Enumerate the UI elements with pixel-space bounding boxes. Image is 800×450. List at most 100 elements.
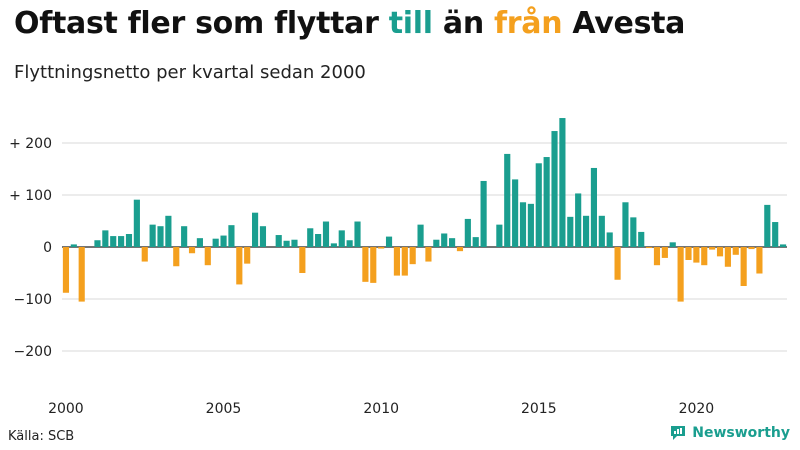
bar-2010-k4 — [401, 247, 408, 276]
chart-title: Oftast fler som flyttar till än från Ave… — [14, 6, 685, 41]
bar-2000-k1 — [62, 247, 70, 293]
bar-2012-k3 — [456, 247, 464, 252]
bar-2001-k1 — [94, 240, 101, 247]
bar-2004-k2 — [196, 238, 203, 247]
bar-2012-k1 — [441, 233, 448, 247]
bar-2015-k4 — [559, 118, 566, 247]
bar-2004-k1 — [188, 247, 196, 254]
bar-2021-k2 — [732, 247, 739, 255]
newsworthy-icon — [671, 426, 686, 440]
bar-2003-k3 — [173, 247, 180, 267]
bar-2020-k2 — [701, 247, 708, 266]
bar-2008-k2 — [322, 221, 330, 247]
bar-2014-k3 — [519, 202, 527, 247]
x-tick-label: 2015 — [521, 401, 557, 417]
bar-2018-k2 — [638, 231, 645, 247]
bar-2012-k2 — [449, 238, 456, 247]
newsworthy-logo[interactable]: Newsworthy — [669, 424, 790, 442]
bar-2008-k1 — [315, 234, 322, 247]
x-tick-label: 2020 — [679, 401, 715, 417]
bar-2017-k4 — [622, 202, 629, 247]
x-tick-label: 2000 — [48, 401, 84, 417]
bar-2005-k4 — [244, 247, 251, 264]
bar-2003-k4 — [181, 226, 188, 247]
bar-2018-k4 — [653, 247, 661, 266]
bar-2016-k4 — [590, 167, 598, 247]
y-tick-label: −100 — [14, 292, 52, 308]
bar-2004-k4 — [212, 238, 219, 247]
bar-2022-k2 — [764, 204, 771, 247]
title-pos-word: till — [388, 6, 433, 41]
bar-2022-k4 — [779, 244, 787, 247]
title-part1: Oftast fler som flyttar — [14, 6, 389, 41]
bar-2016-k3 — [582, 215, 590, 247]
bar-2018-k1 — [630, 217, 637, 247]
bar-2011-k2 — [417, 224, 424, 247]
y-tick-label: 0 — [43, 240, 52, 256]
bar-2018-k3 — [646, 247, 653, 249]
y-tick-label: + 200 — [9, 136, 52, 152]
bar-2015-k2 — [543, 157, 550, 247]
bars — [62, 118, 787, 302]
bar-2007-k4 — [307, 228, 314, 247]
bar-2009-k4 — [370, 247, 377, 283]
bar-2019-k3 — [677, 247, 684, 302]
bar-2005-k2 — [228, 225, 235, 247]
bar-2015-k1 — [535, 163, 542, 247]
bar-2016-k1 — [567, 216, 574, 247]
bar-2003-k1 — [157, 226, 164, 247]
x-tick-label: 2010 — [363, 401, 399, 417]
bar-2013-k1 — [472, 237, 479, 247]
bar-2013-k4 — [496, 224, 503, 247]
bar-2014-k4 — [527, 203, 534, 247]
bar-2000-k2 — [70, 244, 77, 247]
source-note: Källa: SCB — [8, 429, 75, 444]
title-neg-word: från — [494, 6, 563, 41]
bar-2010-k1 — [378, 247, 385, 249]
bar-2006-k2 — [259, 226, 267, 247]
title-part2: än — [432, 6, 495, 41]
bar-2010-k3 — [393, 247, 400, 276]
bar-2008-k4 — [338, 230, 345, 247]
bar-2008-k3 — [330, 243, 337, 247]
bar-2002-k1 — [125, 234, 133, 247]
bar-2021-k1 — [724, 247, 731, 267]
bar-2009-k2 — [354, 221, 361, 247]
bar-2011-k3 — [425, 247, 432, 262]
bar-2007-k1 — [283, 240, 290, 247]
bar-2002-k2 — [133, 199, 140, 247]
bar-2015-k3 — [551, 131, 558, 247]
bar-2005-k1 — [220, 235, 227, 247]
bar-2006-k1 — [252, 212, 259, 247]
bar-2007-k2 — [291, 239, 298, 247]
bar-2013-k2 — [480, 180, 487, 247]
bar-2022-k1 — [756, 247, 763, 274]
bar-2014-k1 — [504, 153, 511, 247]
bar-2016-k2 — [575, 193, 582, 247]
bar-2020-k1 — [693, 247, 700, 263]
bar-2011-k1 — [409, 247, 416, 265]
bar-2022-k3 — [772, 222, 779, 247]
chart-subtitle: Flyttningsnetto per kvartal sedan 2000 — [14, 62, 366, 83]
bar-2002-k3 — [141, 247, 148, 262]
bar-2019-k4 — [685, 247, 692, 260]
bar-2002-k4 — [149, 224, 156, 247]
x-axis-labels: 2000 2005 2010 2015 2020 — [48, 401, 714, 417]
bar-2014-k2 — [512, 179, 519, 247]
bar-2017-k3 — [614, 247, 621, 280]
bar-2001-k2 — [102, 230, 109, 247]
brand-name: Newsworthy — [692, 425, 790, 441]
y-tick-label: −200 — [14, 344, 52, 360]
bar-2010-k2 — [385, 236, 393, 247]
bar-2001-k4 — [118, 236, 125, 247]
bar-2011-k4 — [433, 239, 440, 247]
bar-2001-k3 — [110, 236, 117, 247]
bar-2017-k2 — [606, 232, 613, 247]
bar-2007-k3 — [299, 247, 306, 273]
bar-2005-k3 — [236, 247, 243, 285]
bar-2020-k4 — [716, 247, 724, 257]
x-tick-label: 2005 — [206, 401, 242, 417]
y-tick-label: + 100 — [9, 188, 52, 204]
bar-2009-k3 — [362, 247, 369, 282]
